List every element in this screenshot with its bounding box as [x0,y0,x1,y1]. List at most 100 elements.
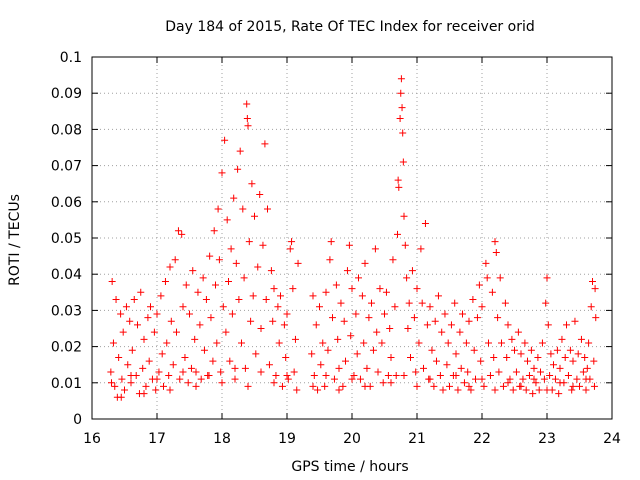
x-tick-label: 22 [473,431,491,447]
data-point [511,346,518,354]
data-point [464,368,472,376]
data-point [115,353,123,361]
data-point [112,296,120,304]
data-point [161,277,169,285]
data-point [322,372,330,380]
data-point [446,382,453,390]
data-point [469,296,477,304]
data-point [426,375,434,383]
data-point [389,256,397,264]
data-point [321,382,329,390]
data-point [160,382,167,390]
data-point [171,256,179,264]
data-point [374,368,382,376]
data-point [376,285,384,293]
data-point [335,386,343,394]
data-point [361,382,369,390]
data-point [415,339,423,347]
data-point [316,303,323,311]
data-point [378,339,386,347]
data-point [215,256,223,264]
data-point [191,335,199,343]
data-point [555,390,563,398]
data-point [126,317,134,325]
data-point [347,332,355,340]
data-point [394,176,402,184]
data-point [226,357,234,365]
data-point [408,267,416,275]
data-point [348,375,356,383]
data-point [243,100,251,108]
data-point [391,303,399,311]
data-point [210,227,218,235]
data-point [395,183,403,191]
data-point [252,350,260,358]
data-point [568,386,576,394]
y-tick-label: 0.08 [51,122,82,138]
data-point [289,285,297,293]
data-point [512,368,520,376]
data-point [577,335,585,343]
data-point [551,375,559,383]
data-point [194,288,202,296]
data-point [478,375,486,383]
grid-lines [92,57,612,419]
data-point [167,317,175,325]
data-point [403,274,411,282]
data-point [128,346,136,354]
data-point [459,310,466,318]
data-point [282,353,290,361]
data-point [256,191,264,199]
data-point [423,321,431,329]
data-point [219,303,227,311]
data-point [585,339,593,347]
data-point [472,375,479,383]
data-point [467,386,475,394]
data-point [447,321,455,329]
data-point [506,375,514,383]
data-point [591,285,599,293]
data-point [394,230,401,238]
data-point [525,372,533,380]
data-point [543,274,551,282]
data-point [452,372,460,380]
data-point [124,361,132,369]
data-point [496,274,504,282]
data-point [576,382,583,390]
data-point [130,296,138,304]
data-point [556,364,564,372]
data-point [521,339,529,347]
data-point [127,372,135,380]
data-point [534,353,542,361]
data-point [231,364,239,372]
data-point [182,281,190,289]
data-point [245,238,253,246]
data-point [553,346,561,354]
data-point [326,256,334,264]
data-point [542,299,550,307]
data-point [441,310,449,318]
data-point [371,245,379,253]
data-point [192,368,200,376]
data-point [248,180,256,188]
chart-title: Day 184 of 2015, Rate Of TEC Index for r… [165,19,534,35]
x-tick-label: 24 [603,431,621,447]
data-point [107,368,115,376]
data-point [582,375,590,383]
x-tick-label: 21 [408,431,426,447]
data-point [277,292,284,300]
data-point [355,274,362,282]
data-point [166,263,174,271]
data-point [504,321,512,329]
data-point [392,372,400,380]
data-point [488,288,496,296]
data-point [396,115,404,123]
data-point [564,372,572,380]
data-point [139,364,147,372]
data-point [343,267,351,275]
data-point [527,346,535,354]
x-axis-label: GPS time / hours [291,459,408,475]
data-point [163,339,171,347]
data-point [264,205,271,213]
data-point [410,314,418,322]
